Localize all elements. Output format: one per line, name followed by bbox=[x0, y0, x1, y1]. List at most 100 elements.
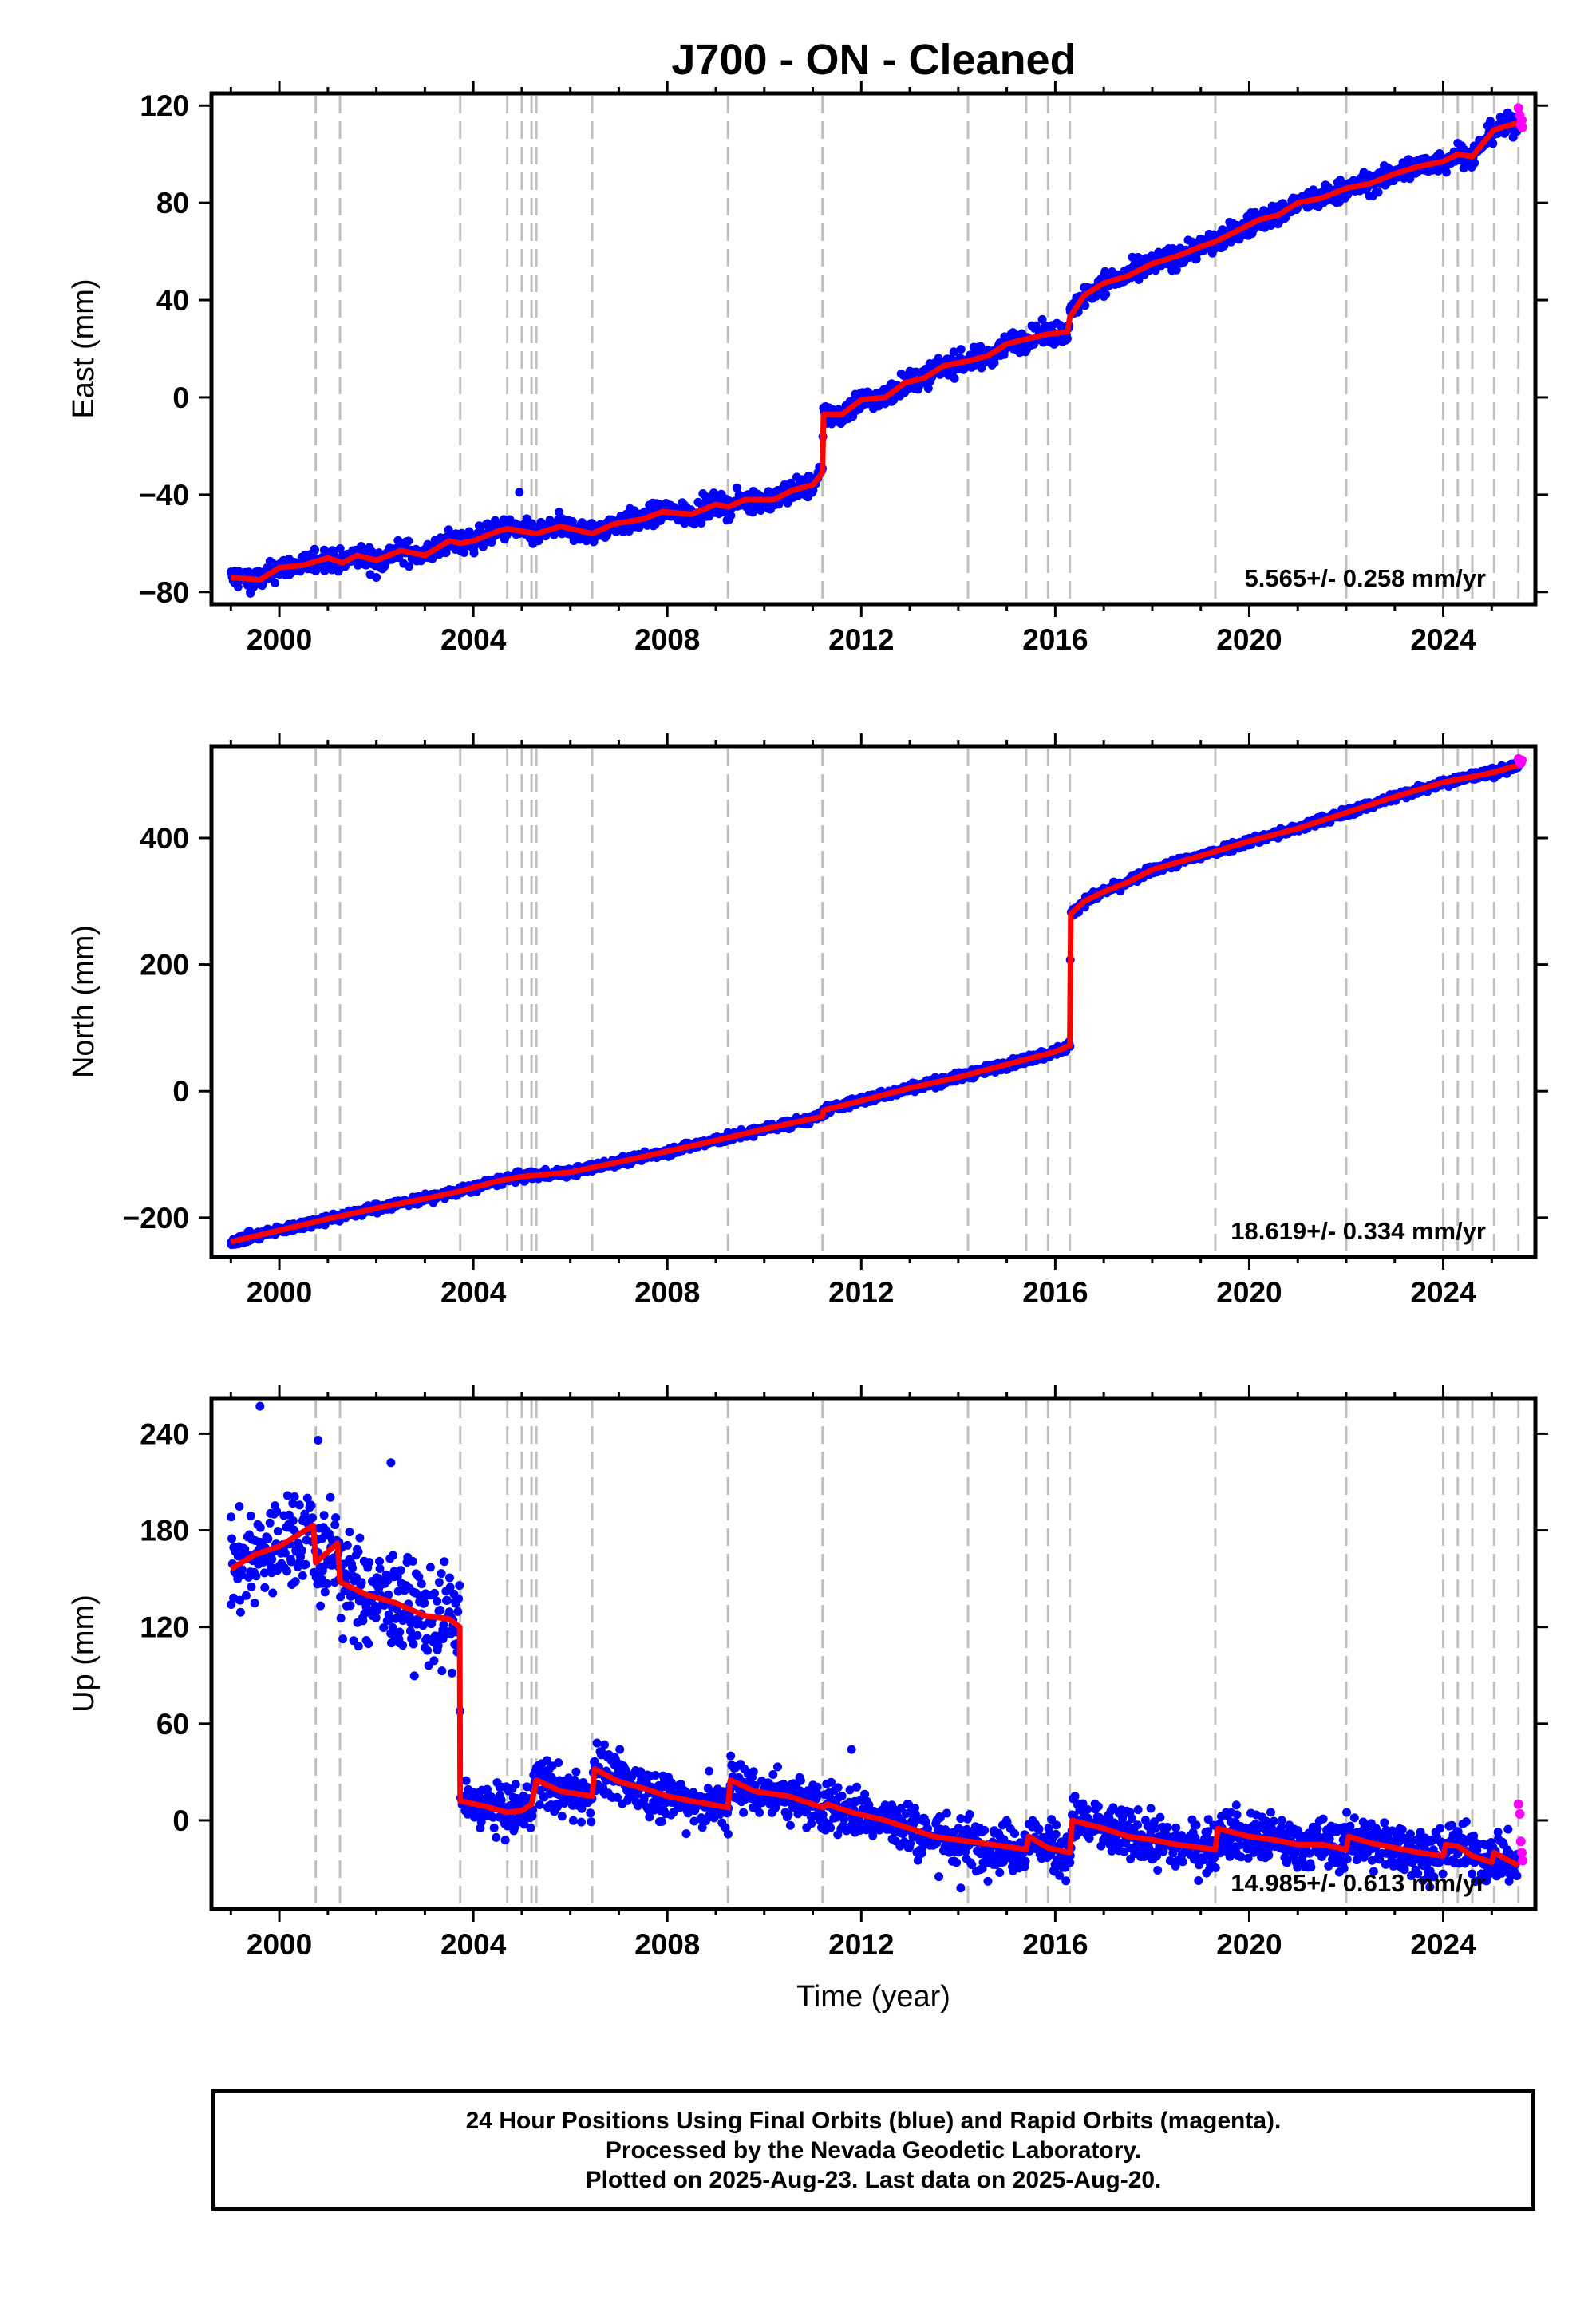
data-point bbox=[398, 1641, 408, 1650]
data-point bbox=[235, 1607, 245, 1617]
data-point bbox=[354, 1642, 363, 1651]
data-point bbox=[977, 363, 986, 373]
outlier-point bbox=[515, 488, 524, 497]
data-point bbox=[247, 1582, 256, 1591]
x-tick-label: 2016 bbox=[1022, 623, 1088, 656]
data-point bbox=[404, 536, 413, 546]
data-point bbox=[365, 1558, 374, 1567]
data-point bbox=[429, 1656, 439, 1666]
data-point bbox=[756, 506, 765, 515]
data-point bbox=[1442, 168, 1451, 177]
data-point bbox=[1488, 139, 1498, 148]
data-point bbox=[282, 1491, 292, 1500]
data-point bbox=[1062, 334, 1072, 343]
data-point bbox=[409, 1639, 418, 1649]
data-point bbox=[255, 1523, 265, 1532]
rate-annotation: 18.619+/- 0.334 mm/yr bbox=[1231, 1217, 1486, 1245]
data-point bbox=[319, 1511, 329, 1520]
data-point bbox=[286, 1557, 296, 1567]
data-point bbox=[433, 1641, 443, 1650]
data-point bbox=[395, 1627, 405, 1637]
x-tick-label: 2024 bbox=[1410, 623, 1476, 656]
data-point bbox=[519, 1820, 529, 1829]
outlier-point bbox=[372, 572, 381, 582]
data-point bbox=[298, 1571, 307, 1580]
data-point bbox=[440, 1557, 449, 1567]
data-point bbox=[358, 1616, 368, 1626]
final-orbit-points bbox=[226, 108, 1523, 598]
x-tick-label: 2020 bbox=[1216, 623, 1282, 656]
model-line bbox=[231, 120, 1519, 583]
plot-frame bbox=[209, 91, 1538, 607]
data-point bbox=[489, 1823, 499, 1832]
data-point bbox=[526, 1823, 535, 1832]
data-point bbox=[949, 347, 958, 357]
data-point bbox=[241, 1591, 251, 1600]
rapid-orbit-point bbox=[1516, 755, 1527, 765]
x-tick-label: 2012 bbox=[828, 623, 894, 656]
data-point bbox=[445, 1573, 454, 1583]
data-point bbox=[433, 1596, 442, 1606]
data-point bbox=[409, 1671, 419, 1681]
data-point bbox=[434, 1578, 444, 1587]
data-point bbox=[336, 1614, 346, 1623]
data-point bbox=[460, 548, 469, 557]
data-point bbox=[318, 1566, 327, 1575]
data-point bbox=[1080, 301, 1090, 310]
x-tick-label: 2024 bbox=[1410, 1276, 1476, 1309]
data-point bbox=[1486, 117, 1495, 126]
data-point bbox=[338, 1634, 348, 1644]
data-point bbox=[263, 1534, 273, 1543]
y-tick-label: −200 bbox=[123, 1202, 189, 1235]
model-line bbox=[230, 762, 1519, 1245]
data-point bbox=[461, 1776, 471, 1785]
data-point bbox=[413, 1630, 422, 1640]
y-tick-label: 80 bbox=[156, 187, 189, 219]
data-point bbox=[373, 1606, 382, 1614]
rapid-orbit-point bbox=[1513, 103, 1523, 113]
data-point bbox=[1470, 158, 1479, 168]
data-point bbox=[384, 1590, 393, 1599]
up-panel: 2000 2004 2008 2012 2016 2020 2024060120180240… bbox=[67, 1385, 1548, 2014]
data-point bbox=[437, 1569, 446, 1579]
x-tick-label: 2012 bbox=[828, 1276, 894, 1309]
data-point bbox=[282, 1567, 291, 1576]
data-point bbox=[301, 1559, 310, 1569]
data-point bbox=[308, 1513, 317, 1523]
data-point bbox=[250, 1599, 259, 1608]
data-point bbox=[375, 1564, 385, 1573]
x-tick-label: 2004 bbox=[440, 623, 507, 656]
data-point bbox=[316, 1601, 326, 1611]
data-point bbox=[348, 1563, 358, 1573]
data-point bbox=[320, 1587, 330, 1597]
data-point bbox=[726, 511, 736, 520]
data-point bbox=[288, 1516, 298, 1525]
data-point bbox=[534, 536, 543, 546]
data-point bbox=[265, 1518, 275, 1528]
data-point bbox=[511, 1780, 520, 1789]
final-orbit-points bbox=[226, 757, 1523, 1250]
north-panel: 2000 2004 2008 2012 2016 2020 2024−2000200400N… bbox=[67, 733, 1548, 1309]
data-point bbox=[346, 1601, 355, 1611]
x-tick-label: 2016 bbox=[1022, 1276, 1088, 1309]
data-point bbox=[273, 1527, 282, 1536]
data-point bbox=[297, 1546, 306, 1555]
data-point bbox=[567, 516, 577, 526]
data-point bbox=[260, 1583, 270, 1592]
data-point bbox=[443, 1595, 452, 1605]
rapid-orbit-point bbox=[1517, 122, 1527, 132]
data-point bbox=[345, 1528, 354, 1537]
data-point bbox=[448, 1668, 456, 1678]
data-point bbox=[272, 1507, 282, 1516]
y-axis-label: North (mm) bbox=[67, 925, 101, 1078]
data-point bbox=[375, 1556, 384, 1566]
data-point bbox=[227, 1534, 236, 1543]
data-point bbox=[294, 1500, 304, 1510]
data-point bbox=[476, 1817, 486, 1827]
data-point bbox=[408, 1556, 417, 1566]
data-point bbox=[306, 1500, 316, 1510]
data-point bbox=[389, 1551, 397, 1560]
data-point bbox=[436, 1606, 445, 1614]
data-point bbox=[396, 1566, 405, 1575]
